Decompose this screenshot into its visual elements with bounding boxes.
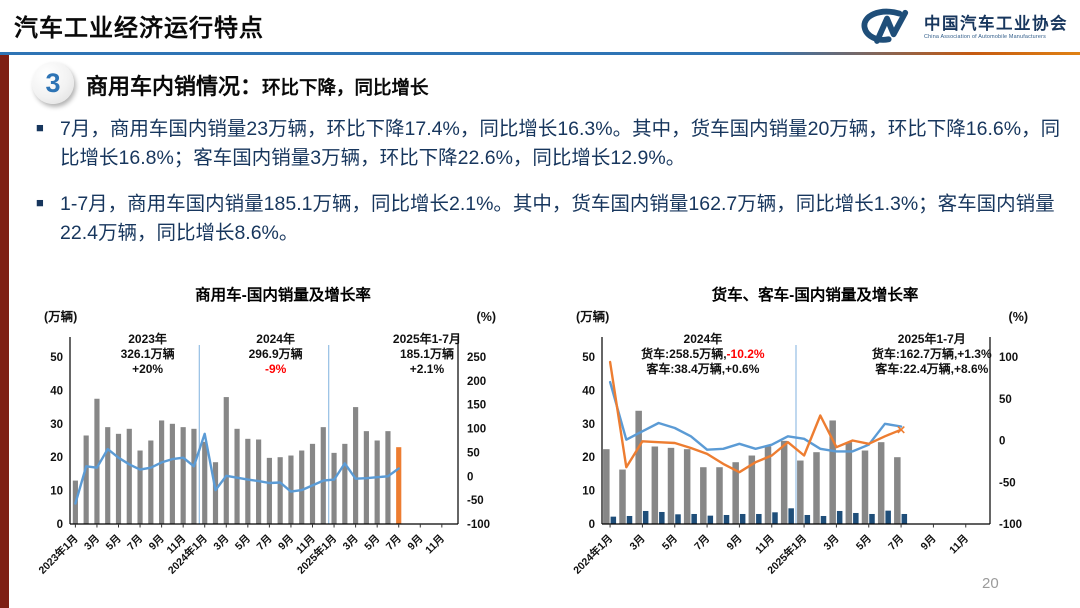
svg-text:-100: -100	[467, 519, 490, 531]
svg-text:100: 100	[467, 424, 486, 436]
svg-text:200: 200	[467, 376, 486, 388]
svg-text:(%): (%)	[477, 310, 496, 324]
svg-text:货车:258.5万辆,-10.2%: 货车:258.5万辆,-10.2%	[641, 346, 765, 361]
svg-text:20: 20	[50, 452, 63, 464]
svg-text:(%): (%)	[1009, 310, 1028, 324]
svg-text:10: 10	[582, 486, 595, 498]
svg-text:7月: 7月	[125, 533, 145, 553]
svg-text:50: 50	[999, 394, 1012, 406]
svg-text:客车:22.4万辆,+8.6%: 客车:22.4万辆,+8.6%	[874, 361, 988, 376]
svg-text:30: 30	[50, 419, 63, 431]
section-heading-main: 商用车内销情况：	[86, 74, 263, 99]
cam-logo-icon	[858, 5, 916, 52]
svg-text:9月: 9月	[405, 533, 425, 553]
svg-text:7月: 7月	[254, 533, 274, 553]
section-heading-sub: 环比下降，同比增长	[262, 77, 429, 98]
commercial-vehicle-chart-plot: (万辆) (%) 0 10 20 30 40 50 250 200 150 100 50 0 -50 -100…	[36, 309, 496, 577]
svg-text:7月: 7月	[886, 533, 906, 553]
svg-text:5月: 5月	[233, 533, 253, 553]
org-name-cn: 中国汽车工业协会	[924, 14, 1068, 33]
truck-bus-chart-plot: (万辆) (%) 0 10 20 30 40 50 100 50 0 -50 -100 2024年1月 3月…	[571, 309, 1028, 577]
svg-text:货车:162.7万辆,+1.3%: 货车:162.7万辆,+1.3%	[872, 346, 992, 361]
svg-text:250: 250	[467, 352, 486, 364]
svg-text:-50: -50	[999, 477, 1016, 489]
svg-text:50: 50	[582, 352, 595, 364]
svg-text:-9%: -9%	[265, 362, 287, 376]
svg-text:2023年: 2023年	[128, 331, 167, 346]
svg-text:(万辆): (万辆)	[44, 309, 77, 324]
svg-text:2025年1-7月: 2025年1-7月	[393, 331, 461, 346]
svg-text:0: 0	[999, 436, 1005, 448]
svg-text:40: 40	[582, 385, 595, 397]
left-accent-stripe	[0, 55, 9, 608]
svg-text:+2.1%: +2.1%	[410, 362, 445, 376]
page-number: 20	[982, 575, 999, 592]
bullet-square-icon: ■	[36, 120, 44, 135]
svg-text:2025年1-7月: 2025年1-7月	[898, 331, 966, 346]
svg-text:50: 50	[50, 352, 63, 364]
org-name-en: China Association of Automobile Manufact…	[924, 34, 1046, 41]
bullet-item: ■ 7月，商用车国内销量23万辆，环比下降17.4%，同比增长16.3%。其中，…	[36, 115, 1066, 173]
svg-text:0: 0	[589, 519, 595, 531]
bullet-square-icon: ■	[36, 194, 44, 210]
svg-text:5月: 5月	[104, 533, 124, 553]
truck-bus-chart-title: 货车、客车-国内销量及增长率	[711, 287, 919, 304]
svg-text:3月: 3月	[821, 533, 841, 553]
bullet-item: ■ 1-7月，商用车国内销量185.1万辆，同比增长2.1%。其中，货车国内销量…	[36, 190, 1066, 248]
svg-text:客车:38.4万辆,+0.6%: 客车:38.4万辆,+0.6%	[645, 361, 759, 376]
svg-text:9月: 9月	[918, 533, 938, 553]
commercial-vehicle-chart-title: 商用车-国内销量及增长率	[195, 287, 371, 304]
svg-text:3月: 3月	[341, 533, 361, 553]
svg-text:3月: 3月	[82, 533, 102, 553]
svg-text:9月: 9月	[724, 533, 744, 553]
svg-text:9月: 9月	[276, 533, 296, 553]
svg-text:30: 30	[582, 419, 595, 431]
svg-text:185.1万辆: 185.1万辆	[400, 346, 454, 361]
header-divider	[0, 52, 1080, 55]
svg-text:5月: 5月	[362, 533, 382, 553]
svg-text:2024年1月: 2024年1月	[571, 532, 616, 577]
commercial-vehicle-chart: 商用车-国内销量及增长率 (万辆) (%) 0 10 20 30 40 50 250 200 150…	[28, 283, 538, 605]
svg-text:-50: -50	[467, 495, 484, 507]
svg-text:150: 150	[467, 400, 486, 412]
svg-text:326.1万辆: 326.1万辆	[121, 346, 175, 361]
section-number-badge: 3	[32, 62, 74, 104]
svg-text:296.9万辆: 296.9万辆	[249, 346, 303, 361]
svg-text:5月: 5月	[854, 533, 874, 553]
svg-text:3月: 3月	[627, 533, 647, 553]
svg-text:2023年1月: 2023年1月	[36, 532, 81, 577]
svg-text:7月: 7月	[692, 533, 712, 553]
bullet-text-jan-july: 1-7月，商用车国内销量185.1万辆，同比增长2.1%。其中，货车国内销量16…	[60, 192, 1055, 244]
svg-text:40: 40	[50, 385, 63, 397]
svg-text:(万辆): (万辆)	[576, 309, 609, 324]
svg-text:7月: 7月	[384, 533, 404, 553]
svg-text:2024年: 2024年	[256, 331, 295, 346]
section-heading: 商用车内销情况：环比下降，同比增长	[86, 69, 429, 101]
truck-bus-chart: 货车、客车-国内销量及增长率 (万辆) (%) 0 10 20 30 40 50 100 50 0 -…	[560, 283, 1070, 605]
svg-text:11月: 11月	[753, 533, 777, 557]
bullet-list: ■ 7月，商用车国内销量23万辆，环比下降17.4%，同比增长16.3%。其中，…	[36, 115, 1066, 264]
svg-text:9月: 9月	[147, 533, 167, 553]
svg-text:3月: 3月	[211, 533, 231, 553]
org-logo: 中国汽车工业协会 China Association of Automobile…	[858, 5, 1072, 51]
svg-text:11月: 11月	[423, 533, 447, 557]
svg-text:20: 20	[582, 452, 595, 464]
svg-text:100: 100	[999, 352, 1018, 364]
svg-text:+20%: +20%	[132, 362, 163, 376]
org-logo-text: 中国汽车工业协会 China Association of Automobile…	[924, 15, 1068, 41]
svg-text:0: 0	[57, 519, 63, 531]
svg-text:11月: 11月	[947, 533, 971, 557]
svg-text:2024年: 2024年	[684, 331, 723, 346]
svg-text:5月: 5月	[660, 533, 680, 553]
svg-text:50: 50	[467, 447, 480, 459]
page-title: 汽车工业经济运行特点	[14, 15, 264, 42]
svg-text:10: 10	[50, 486, 63, 498]
svg-text:-100: -100	[999, 519, 1022, 531]
svg-text:0: 0	[467, 471, 473, 483]
bullet-text-july: 7月，商用车国内销量23万辆，环比下降17.4%，同比增长16.3%。其中，货车…	[60, 118, 1061, 169]
